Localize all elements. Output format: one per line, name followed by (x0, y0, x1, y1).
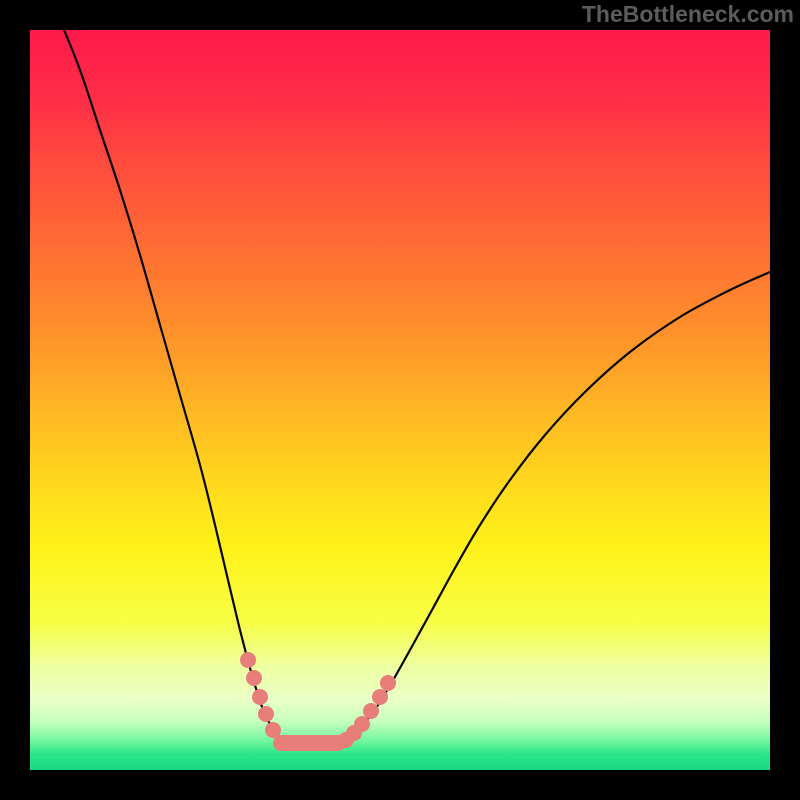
overlay-dot-right (372, 689, 388, 705)
overlay-dot-left (240, 652, 256, 668)
bottleneck-curve-plot (0, 0, 800, 800)
overlay-bottom-bar (273, 735, 346, 751)
watermark-label: TheBottleneck.com (582, 0, 794, 28)
overlay-dot-left (258, 706, 274, 722)
overlay-dot-left (252, 689, 268, 705)
overlay-dot-right (363, 703, 379, 719)
overlay-dot-left (246, 670, 262, 686)
overlay-dot-left (265, 722, 281, 738)
chart-container: TheBottleneck.com (0, 0, 800, 800)
plot-background (30, 30, 770, 770)
overlay-dot-right (354, 716, 370, 732)
overlay-dot-right (380, 675, 396, 691)
